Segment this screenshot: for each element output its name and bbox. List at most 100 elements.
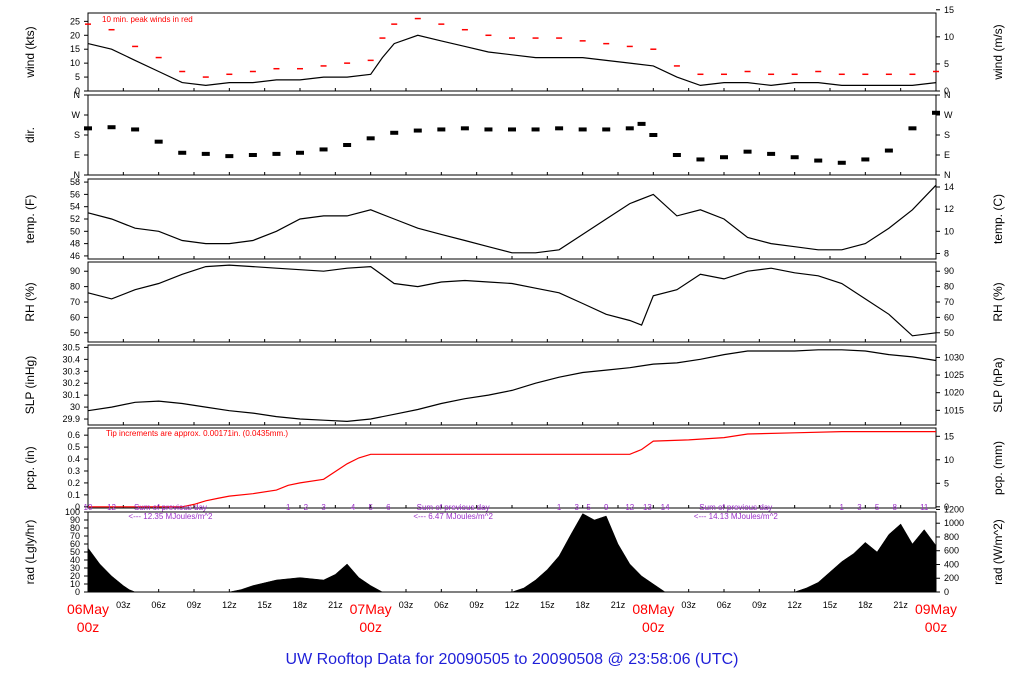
solar-hour-label: 3	[857, 503, 862, 512]
y-tick-label-right: 50	[944, 328, 954, 338]
y-tick-label: W	[72, 110, 81, 120]
y-tick-label: 29.9	[62, 414, 80, 424]
wind-dir-point	[413, 128, 422, 133]
x-hour-label: 15z	[540, 600, 555, 610]
y-tick-label: 10	[70, 58, 80, 68]
wind-dir-point	[908, 126, 917, 131]
y-tick-label: 30	[70, 402, 80, 412]
y-tick-label: N	[74, 90, 81, 100]
y-tick-label-right: 10	[944, 455, 954, 465]
y-tick-label-right: 400	[944, 559, 959, 569]
x-hour-label: 09z	[469, 600, 484, 610]
radiation-area	[87, 513, 937, 593]
wind-dir-point	[84, 126, 92, 131]
y-tick-label-right: 0	[944, 86, 949, 96]
date-time-label: 00z	[359, 619, 382, 635]
y-tick-label-right: 80	[944, 282, 954, 292]
daily-sum-label: Sum of previous day	[699, 503, 772, 512]
solar-hour-label: 14	[661, 503, 670, 512]
y-tick-label: 80	[70, 282, 80, 292]
y-tick-label: 90	[70, 515, 80, 525]
wind-dir-point	[720, 155, 728, 160]
y-tick-label-right: 1020	[944, 388, 964, 398]
y-tick-label: 60	[70, 312, 80, 322]
y-tick-label: 56	[70, 189, 80, 199]
wind-series-line	[87, 34, 937, 87]
x-hour-label: 21z	[328, 600, 343, 610]
wind-dir-point	[637, 121, 646, 126]
y-tick-label: 0.4	[67, 454, 80, 464]
date-time-label: 00z	[642, 619, 665, 635]
wind-dir-point	[366, 136, 375, 141]
x-hour-label: 09z	[752, 600, 767, 610]
precip-series-line	[88, 431, 936, 508]
y-axis-label: wind (kts)	[23, 26, 37, 78]
wind-dir-point	[484, 127, 493, 132]
y-tick-label: 20	[70, 571, 80, 581]
y-tick-label: 50	[70, 328, 80, 338]
chart-title: UW Rooftop Data for 20090505 to 20090508…	[285, 651, 739, 668]
y-tick-label: 100	[65, 507, 80, 517]
y-tick-label: 40	[70, 555, 80, 565]
wind-dir-point	[319, 147, 328, 152]
y-axis-label-right: wind (m/s)	[991, 24, 1005, 80]
x-hour-label: 12z	[505, 600, 520, 610]
solar-hour-label: 8	[893, 503, 898, 512]
y-tick-label: 25	[70, 16, 80, 26]
y-tick-label: 50	[70, 547, 80, 557]
y-tick-label-right: S	[944, 130, 950, 140]
solar-hour-label: 11	[920, 503, 929, 512]
wind-dir-point	[555, 126, 564, 131]
y-tick-label: 60	[70, 539, 80, 549]
daily-sum-value: <--- 6.47 MJoules/m^2	[413, 512, 493, 521]
y-tick-label-right: 70	[944, 297, 954, 307]
x-hour-label: 12z	[787, 600, 802, 610]
wind-dir-point	[932, 110, 940, 115]
y-tick-label: 90	[70, 266, 80, 276]
wind-dir-point	[131, 127, 140, 132]
wind-dir-point	[343, 143, 352, 147]
solar-hour-label: 1	[557, 503, 562, 512]
date-time-label: 00z	[77, 619, 100, 635]
y-tick-label: N	[74, 170, 81, 180]
y-tick-label-right: 10	[944, 226, 954, 236]
date-label: 09May	[915, 601, 957, 617]
date-time-label: 00z	[925, 619, 948, 635]
y-axis-label-right: temp. (C)	[991, 194, 1005, 244]
x-hour-label: 18z	[293, 600, 308, 610]
panel-pcp: pcp. (in) pcp. (mm) 0 0.1 0.2 0.3 0.4 0.5 0.6 0 5 1…	[23, 427, 1005, 512]
y-tick-label: 0.3	[67, 466, 80, 476]
y-tick-label: 0.2	[67, 478, 80, 488]
solar-hour-label: 4	[351, 503, 356, 512]
y-tick-label: 52	[70, 214, 80, 224]
wind-dir-point	[508, 127, 516, 132]
x-hour-label: 03z	[681, 600, 696, 610]
wind-dir-point	[767, 151, 776, 156]
x-hour-label: 21z	[893, 600, 908, 610]
x-hour-label: 06z	[434, 600, 449, 610]
y-tick-label-right: 8	[944, 248, 949, 258]
y-tick-label: E	[74, 150, 80, 160]
date-label: 06May	[67, 601, 109, 617]
wind-dir-point	[743, 149, 752, 154]
solar-hour-label: 12	[625, 503, 634, 512]
time-axis: 03z 06z 09z 12z 15z 18z 21z 03z 06z 09z 12z 15z 18z 2…	[67, 600, 957, 635]
y-axis-label: dir.	[23, 127, 37, 143]
solar-hour-label: 2	[304, 503, 309, 512]
y-axis-label: temp. (F)	[23, 195, 37, 244]
y-axis-label: pcp. (in)	[23, 446, 37, 489]
y-tick-label: 70	[70, 531, 80, 541]
y-tick-label: 0	[75, 502, 80, 512]
y-tick-label-right: N	[944, 170, 951, 180]
y-tick-label-right: 10	[944, 32, 954, 42]
y-tick-label: 15	[70, 44, 80, 54]
x-hour-label: 06z	[151, 600, 166, 610]
x-hour-label: 09z	[187, 600, 202, 610]
y-tick-label: S	[74, 130, 80, 140]
panel-frame	[87, 427, 937, 509]
y-tick-label: 10	[70, 579, 80, 589]
x-hour-label: 15z	[823, 600, 838, 610]
wind-dir-point	[178, 150, 187, 155]
precip-annotation: Tip increments are approx. 0.00171in. (0…	[106, 429, 288, 438]
solar-hour-label: 12	[107, 503, 116, 512]
